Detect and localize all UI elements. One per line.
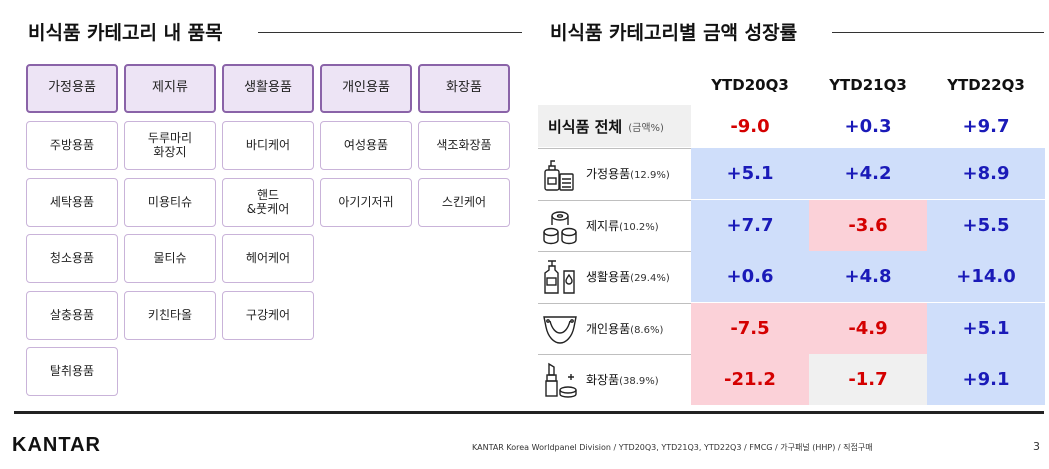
growth-value-cell: -3.6 <box>809 200 927 251</box>
growth-value-cell: +5.1 <box>691 148 809 199</box>
row-divider <box>538 251 691 252</box>
row-label: 가정용품(12.9%) <box>538 148 691 199</box>
row-category-share: (8.6%) <box>630 325 664 336</box>
category-item: 키친타올 <box>124 291 216 340</box>
category-item: 헤어케어 <box>222 234 314 283</box>
category-item: 두루마리 화장지 <box>124 121 216 170</box>
total-value-ytd22q3: +9.7 <box>962 115 1010 137</box>
category-growth-row: 화장품(38.9%) -21.2 -1.7 +9.1 <box>538 354 1045 405</box>
category-item: 탈취용품 <box>26 347 118 396</box>
row-category-label: 제지류 <box>586 219 620 233</box>
footer-source-note: KANTAR Korea Worldpanel Division / YTD20… <box>472 443 873 452</box>
category-growth-row: 가정용품(12.9%) +5.1 +4.2 +8.9 <box>538 148 1045 199</box>
col-header-ytd20q3: YTD20Q3 <box>711 76 789 94</box>
category-header-0: 가정용품 <box>26 64 118 113</box>
row-label: 화장품(38.9%) <box>538 354 691 405</box>
left-section-title: 비식품 카테고리 내 품목 <box>28 22 223 44</box>
category-header-1: 제지류 <box>124 64 216 113</box>
category-growth-row: 생활용품(29.4%) +0.6 +4.8 +14.0 <box>538 251 1045 302</box>
total-sub: (금액%) <box>628 122 664 134</box>
household-goods-icon <box>540 154 580 194</box>
growth-value-cell: -7.5 <box>691 303 809 354</box>
row-label: 생활용품(29.4%) <box>538 251 691 302</box>
category-item: 물티슈 <box>124 234 216 283</box>
category-item: 미용티슈 <box>124 178 216 227</box>
category-item: 아기기저귀 <box>320 178 412 227</box>
category-item: 구강케어 <box>222 291 314 340</box>
row-category-name: 가정용품(12.9%) <box>586 165 670 182</box>
toilet-paper-icon <box>540 206 580 246</box>
total-value-ytd20q3: -9.0 <box>730 115 770 137</box>
growth-value-cell: -4.9 <box>809 303 927 354</box>
row-divider <box>538 303 691 304</box>
category-item: 청소용품 <box>26 234 118 283</box>
row-label: 개인용품(8.6%) <box>538 303 691 354</box>
row-divider <box>538 148 691 149</box>
category-header-3: 개인용품 <box>320 64 412 113</box>
growth-value-cell: -21.2 <box>691 354 809 405</box>
category-growth-row: 개인용품(8.6%) -7.5 -4.9 +5.1 <box>538 303 1045 354</box>
category-item: 색조화장품 <box>418 121 510 170</box>
category-growth-row: 제지류(10.2%) +7.7 -3.6 +5.5 <box>538 200 1045 251</box>
total-value-ytd21q3: +0.3 <box>844 115 892 137</box>
category-item: 핸드 &풋케어 <box>222 178 314 227</box>
row-category-name: 화장품(38.9%) <box>586 371 659 388</box>
growth-value-cell: +0.6 <box>691 251 809 302</box>
growth-value-cell: +14.0 <box>927 251 1045 302</box>
growth-value-cell: +5.1 <box>927 303 1045 354</box>
kantar-logo: KANTAR <box>12 434 101 456</box>
row-category-share: (12.9%) <box>630 170 670 181</box>
category-header-2: 생활용품 <box>222 64 314 113</box>
diaper-icon <box>540 309 580 349</box>
row-label: 제지류(10.2%) <box>538 200 691 251</box>
row-category-label: 생활용품 <box>586 270 631 284</box>
category-item: 살충용품 <box>26 291 118 340</box>
page-number: 3 <box>1033 440 1040 453</box>
growth-value-cell: +4.2 <box>809 148 927 199</box>
category-header-4: 화장품 <box>418 64 510 113</box>
row-category-share: (38.9%) <box>619 376 659 387</box>
row-category-label: 화장품 <box>586 373 620 387</box>
total-row: 비식품 전체 (금액%) -9.0 +0.3 +9.7 <box>538 105 1028 147</box>
row-category-name: 제지류(10.2%) <box>586 217 659 234</box>
lipstick-cosmetics-icon <box>540 360 580 400</box>
row-category-share: (10.2%) <box>619 222 659 233</box>
growth-value-cell: +8.9 <box>927 148 1045 199</box>
growth-value-cell: +4.8 <box>809 251 927 302</box>
col-header-ytd21q3: YTD21Q3 <box>829 76 907 94</box>
category-item: 스킨케어 <box>418 178 510 227</box>
growth-value-cell: +7.7 <box>691 200 809 251</box>
growth-value-cell: +9.1 <box>927 354 1045 405</box>
toiletries-bottles-icon <box>540 257 580 297</box>
category-item: 여성용품 <box>320 121 412 170</box>
row-category-name: 생활용품(29.4%) <box>586 268 670 285</box>
row-category-name: 개인용품(8.6%) <box>586 320 663 337</box>
row-divider <box>538 200 691 201</box>
row-category-share: (29.4%) <box>630 273 670 284</box>
category-item: 주방용품 <box>26 121 118 170</box>
row-divider <box>538 354 691 355</box>
category-item: 세탁용품 <box>26 178 118 227</box>
growth-value-cell: -1.7 <box>809 354 927 405</box>
row-category-label: 개인용품 <box>586 322 631 336</box>
left-title-rule <box>258 32 522 33</box>
total-row-label: 비식품 전체 (금액%) <box>538 105 691 147</box>
right-title-rule <box>832 32 1044 33</box>
row-category-label: 가정용품 <box>586 167 631 181</box>
footer-rule <box>14 411 1044 414</box>
right-section-title: 비식품 카테고리별 금액 성장률 <box>550 22 798 44</box>
col-header-ytd22q3: YTD22Q3 <box>947 76 1025 94</box>
total-label: 비식품 전체 <box>548 117 623 136</box>
growth-value-cell: +5.5 <box>927 200 1045 251</box>
category-item: 바디케어 <box>222 121 314 170</box>
